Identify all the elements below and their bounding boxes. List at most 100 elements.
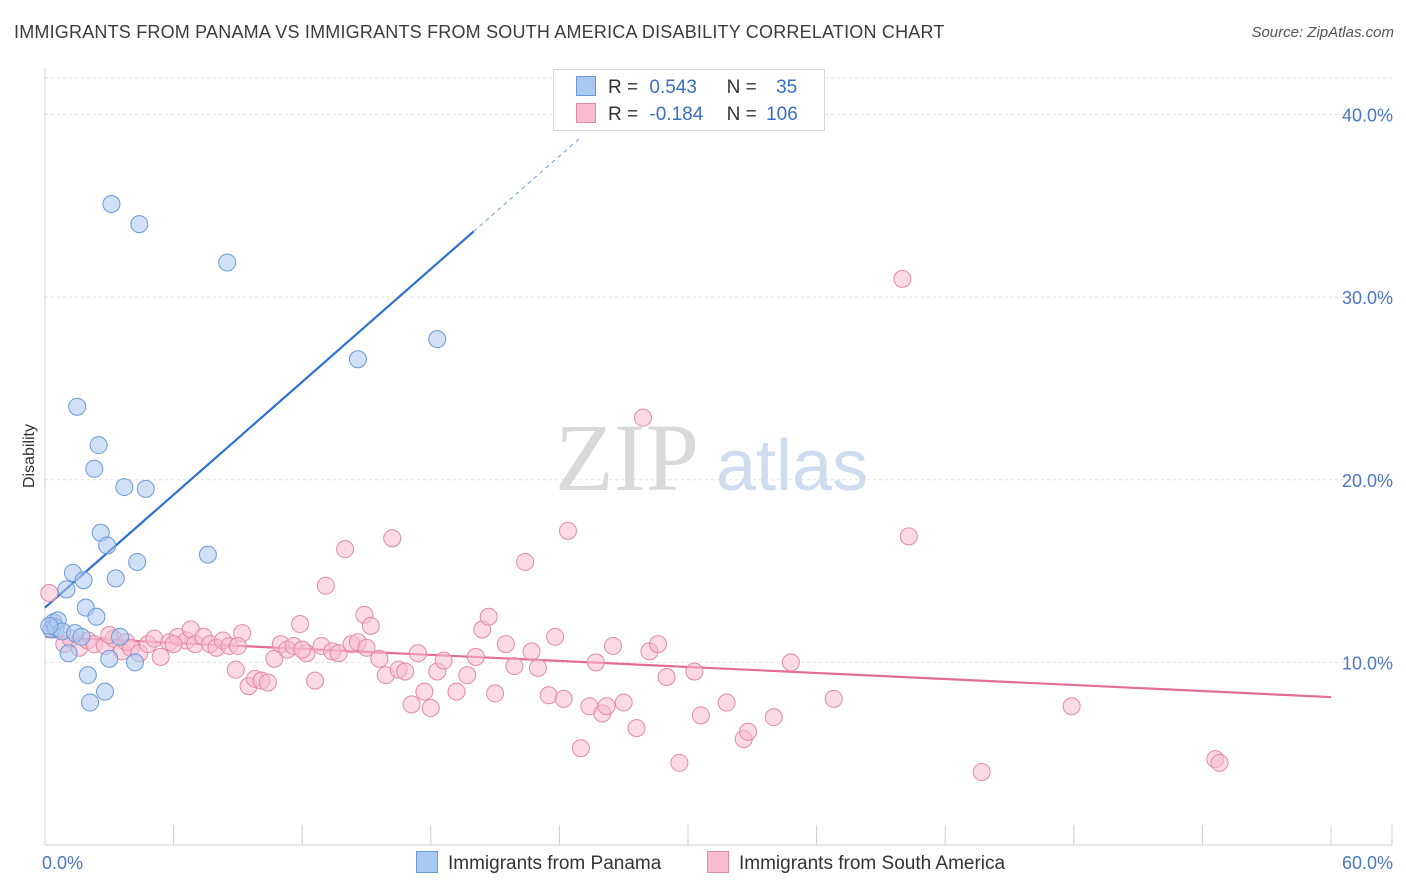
panama-point — [57, 580, 76, 599]
panama-point — [78, 666, 97, 685]
watermark: ZIP atlas — [555, 404, 868, 511]
south-america-point — [627, 719, 646, 738]
gridlines — [45, 77, 1392, 663]
panama-trend-line — [44, 136, 582, 609]
south-america-point — [558, 521, 577, 540]
panama-point — [218, 253, 237, 272]
south-america-point — [357, 638, 376, 657]
y-tick-label: 30.0% — [1342, 288, 1393, 308]
south-america-point — [408, 644, 427, 663]
south-america-point — [670, 753, 689, 772]
south-america-point — [717, 693, 736, 712]
south-america-point — [496, 635, 515, 654]
south-america-point — [458, 666, 477, 685]
panama-point — [72, 627, 91, 646]
south-america-point — [447, 682, 466, 701]
legend-swatch-south-america — [576, 103, 596, 123]
panama-point — [111, 627, 130, 646]
panama-point — [89, 436, 108, 455]
watermark-zip: ZIP — [555, 404, 699, 511]
south-america-point — [258, 673, 277, 692]
x-tick-label-max: 60.0% — [1342, 853, 1393, 873]
panama-points — [40, 195, 447, 712]
panama-point — [115, 478, 134, 497]
south-america-point — [685, 662, 704, 681]
south-america-point — [316, 576, 335, 595]
panama-point — [85, 459, 104, 478]
south-america-point — [40, 583, 59, 602]
legend-n-value: 35 — [776, 77, 798, 98]
south-america-point — [1062, 697, 1081, 716]
bottom-legend-panama[interactable]: Immigrants from Panama — [416, 851, 661, 875]
south-america-point — [226, 660, 245, 679]
south-america-point — [899, 527, 918, 546]
legend-r-label: R = — [608, 104, 639, 125]
legend-n-label: N = — [726, 77, 757, 98]
bottom-legend-swatch-panama — [416, 851, 438, 873]
south-america-point — [505, 657, 524, 676]
panama-point — [96, 682, 115, 701]
south-america-point — [554, 689, 573, 708]
south-america-point — [528, 658, 547, 677]
panama-point — [128, 552, 147, 571]
south-america-point — [466, 647, 485, 666]
legend-swatch-panama — [576, 76, 596, 96]
watermark-atlas: atlas — [716, 426, 868, 506]
south-america-point — [603, 636, 622, 655]
panama-point — [87, 607, 106, 626]
panama-point — [74, 571, 93, 590]
correlation-legend: R = 0.543 N = 35 R = -0.184 N = 106 — [553, 69, 825, 131]
panama-point — [68, 397, 87, 416]
south-america-point — [614, 693, 633, 712]
south-america-point — [434, 651, 453, 670]
panama-point — [428, 330, 447, 349]
south-america-point — [291, 615, 310, 634]
south-america-point — [633, 408, 652, 427]
panama-point — [126, 653, 145, 672]
y-axis-label: Disability — [21, 424, 38, 488]
south-america-point — [479, 607, 498, 626]
bottom-legend-south-america[interactable]: Immigrants from South America — [707, 851, 1005, 875]
south-america-point — [151, 647, 170, 666]
south-america-point — [764, 708, 783, 727]
axes — [44, 68, 1393, 846]
panama-point — [98, 536, 117, 555]
y-tick-label: 10.0% — [1342, 653, 1393, 673]
south-america-point — [597, 697, 616, 716]
x-tick-label-min: 0.0% — [42, 853, 83, 873]
y-tick-label: 20.0% — [1342, 471, 1393, 491]
south-america-point — [145, 629, 164, 648]
panama-point — [136, 479, 155, 498]
legend-n-value: 106 — [766, 104, 798, 125]
legend-r-label: R = — [608, 77, 639, 98]
panama-trend-dashed — [473, 136, 582, 232]
south-america-point — [824, 689, 843, 708]
source-label: Source: ZipAtlas.com — [1251, 24, 1394, 41]
panama-point — [106, 569, 125, 588]
south-america-point — [657, 667, 676, 686]
south-america-point — [781, 653, 800, 672]
south-america-point — [691, 706, 710, 725]
y-tick-label: 40.0% — [1342, 106, 1393, 126]
legend-r-value: -0.184 — [649, 104, 704, 125]
legend-row-panama: R = 0.543 N = 35 — [576, 76, 797, 102]
panama-trend-solid — [44, 230, 475, 609]
south-america-point — [336, 540, 355, 559]
south-america-point — [1210, 753, 1229, 772]
south-america-point — [383, 529, 402, 548]
south-america-point — [396, 662, 415, 681]
south-america-point — [586, 653, 605, 672]
south-america-point — [329, 644, 348, 663]
bottom-legend-label-south-america: Immigrants from South America — [739, 853, 1006, 874]
south-america-point — [539, 686, 558, 705]
south-america-points — [40, 269, 1229, 781]
south-america-point — [648, 635, 667, 654]
south-america-point — [306, 671, 325, 690]
south-america-point — [972, 762, 991, 781]
panama-point — [348, 350, 367, 369]
south-america-point — [370, 649, 389, 668]
south-america-point — [164, 635, 183, 654]
panama-point — [102, 195, 121, 214]
south-america-point — [522, 642, 541, 661]
